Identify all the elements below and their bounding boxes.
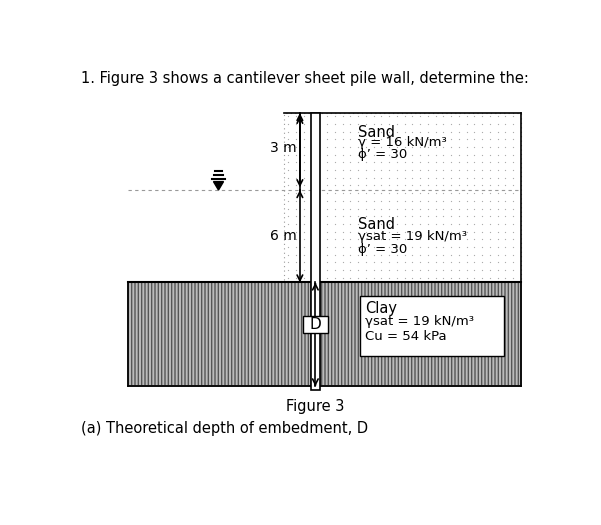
Text: Sand: Sand (358, 217, 395, 232)
Polygon shape (213, 182, 224, 190)
Bar (128, 282, 311, 386)
Text: ϕ’ = 30: ϕ’ = 30 (358, 149, 407, 162)
Text: D: D (310, 317, 322, 331)
Text: Clay: Clay (365, 301, 397, 316)
Bar (320, 282, 520, 386)
Text: ϕ’ = 30: ϕ’ = 30 (358, 243, 407, 256)
Bar (311, 113, 320, 390)
Text: 6 m: 6 m (270, 229, 297, 243)
Text: Sand: Sand (358, 124, 395, 140)
Text: Figure 3: Figure 3 (286, 400, 344, 415)
Bar (303, 316, 328, 332)
Bar (284, 113, 520, 282)
Text: γ = 16 kN/m³: γ = 16 kN/m³ (358, 136, 447, 149)
Text: γsat = 19 kN/m³: γsat = 19 kN/m³ (365, 315, 474, 328)
Text: 1. Figure 3 shows a cantilever sheet pile wall, determine the:: 1. Figure 3 shows a cantilever sheet pil… (81, 71, 529, 86)
Bar (361, 296, 504, 355)
Text: Cu = 54 kPa: Cu = 54 kPa (365, 330, 447, 343)
Text: 3 m: 3 m (270, 141, 297, 155)
Text: (a) Theoretical depth of embedment, D: (a) Theoretical depth of embedment, D (81, 421, 368, 436)
Text: γsat = 19 kN/m³: γsat = 19 kN/m³ (358, 230, 467, 243)
